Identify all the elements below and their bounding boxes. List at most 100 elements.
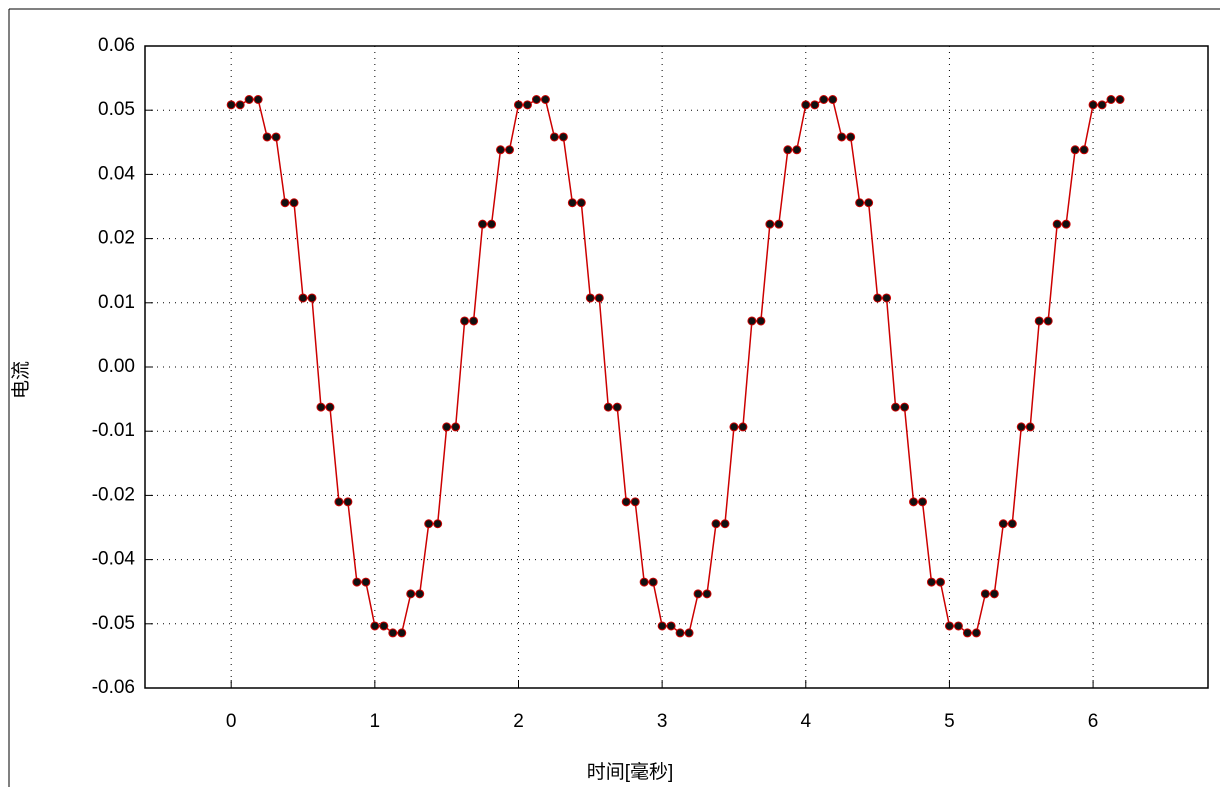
- x-tick-label: 6: [1088, 711, 1099, 732]
- y-tick-label: -0.06: [92, 677, 135, 698]
- data-point: [783, 145, 793, 155]
- data-point: [837, 132, 847, 142]
- data-point: [1034, 316, 1044, 326]
- data-point: [1061, 219, 1071, 229]
- data-point: [253, 95, 263, 104]
- data-point: [316, 402, 326, 412]
- y-tick-label: 0.02: [98, 228, 135, 249]
- y-tick-label: 0.01: [98, 292, 135, 313]
- data-point: [433, 519, 443, 529]
- data-point: [1097, 100, 1107, 110]
- data-point: [828, 95, 838, 104]
- data-point: [226, 100, 236, 110]
- data-point: [756, 316, 766, 326]
- y-tick-label: -0.01: [92, 420, 135, 441]
- data-point: [729, 422, 739, 432]
- data-point: [334, 497, 344, 507]
- data-point: [846, 132, 856, 142]
- data-point: [810, 100, 820, 110]
- data-point: [630, 497, 640, 507]
- data-point: [648, 577, 658, 587]
- data-point: [513, 100, 523, 110]
- data-point: [1106, 95, 1116, 104]
- data-point: [244, 95, 254, 104]
- data-point: [819, 95, 829, 104]
- data-point: [747, 316, 757, 326]
- data-point: [711, 519, 721, 529]
- y-tick-label: 0.06: [98, 35, 135, 56]
- data-point: [442, 422, 452, 432]
- data-point: [397, 628, 407, 638]
- data-point: [1070, 145, 1080, 155]
- data-point: [478, 219, 488, 229]
- data-point: [962, 628, 972, 638]
- data-point: [900, 402, 910, 412]
- data-point: [415, 589, 425, 599]
- x-tick-label: 5: [944, 711, 955, 732]
- data-point: [909, 497, 919, 507]
- data-point: [496, 145, 506, 155]
- data-point: [370, 621, 380, 631]
- data-point: [505, 145, 515, 155]
- data-point: [675, 628, 685, 638]
- y-tick-label: 0.04: [98, 163, 135, 184]
- data-point: [325, 402, 335, 412]
- data-point: [379, 621, 389, 631]
- data-point: [540, 95, 550, 104]
- data-point: [621, 497, 631, 507]
- data-point: [1016, 422, 1026, 432]
- data-point: [1052, 219, 1062, 229]
- data-point: [944, 621, 954, 631]
- data-point: [361, 577, 371, 587]
- y-tick-label: 0.05: [98, 99, 135, 120]
- data-point: [280, 198, 290, 208]
- x-tick-label: 3: [657, 711, 668, 732]
- plot-frame: [144, 45, 1209, 689]
- data-point: [1007, 519, 1017, 529]
- data-point: [307, 293, 317, 303]
- data-point: [298, 293, 308, 303]
- data-point: [271, 132, 281, 142]
- data-point: [594, 293, 604, 303]
- data-point: [801, 100, 811, 110]
- data-point: [738, 422, 748, 432]
- data-point: [469, 316, 479, 326]
- data-point: [585, 293, 595, 303]
- data-point: [1088, 100, 1098, 110]
- data-point: [451, 422, 461, 432]
- data-point: [720, 519, 730, 529]
- data-point: [262, 132, 272, 142]
- data-point: [603, 402, 613, 412]
- x-axis-label: 时间[毫秒]: [587, 761, 674, 783]
- data-point: [792, 145, 802, 155]
- data-point: [388, 628, 398, 638]
- data-point: [917, 497, 927, 507]
- data-point: [864, 198, 874, 208]
- data-point: [882, 293, 892, 303]
- data-point: [487, 219, 497, 229]
- data-point: [352, 577, 362, 587]
- data-point: [343, 497, 353, 507]
- data-point: [522, 100, 532, 110]
- y-axis-label: 电流: [10, 361, 32, 399]
- y-tick-label: -0.02: [92, 484, 135, 505]
- data-point: [406, 589, 416, 599]
- data-point: [926, 577, 936, 587]
- data-point: [235, 100, 245, 110]
- data-point: [765, 219, 775, 229]
- data-point: [576, 198, 586, 208]
- data-point: [989, 589, 999, 599]
- y-tick-label: 0.00: [98, 356, 135, 377]
- data-point: [666, 621, 676, 631]
- data-point: [693, 589, 703, 599]
- data-point: [998, 519, 1008, 529]
- y-tick-label: -0.05: [92, 613, 135, 634]
- data-point: [891, 402, 901, 412]
- data-point: [855, 198, 865, 208]
- x-tick-label: 1: [370, 711, 381, 732]
- x-tick-label: 2: [513, 711, 524, 732]
- data-point: [1025, 422, 1035, 432]
- data-point: [460, 316, 470, 326]
- data-point: [612, 402, 622, 412]
